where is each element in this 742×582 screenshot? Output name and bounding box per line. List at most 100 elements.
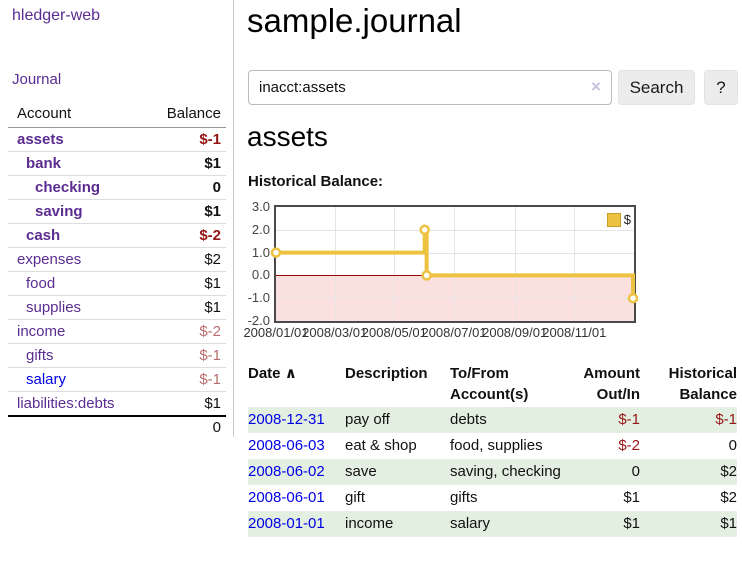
transaction-date-link[interactable]: 2008-06-02 — [248, 463, 325, 480]
transaction-description: pay off — [345, 411, 390, 428]
help-button[interactable]: ? — [704, 70, 738, 105]
nav-journal-link[interactable]: Journal — [12, 71, 62, 88]
account-balance: $-1 — [148, 127, 226, 152]
y-axis-tick: -2.0 — [247, 313, 270, 328]
account-balance: $1 — [148, 295, 226, 320]
account-link[interactable]: saving — [35, 203, 83, 220]
transaction-amount: 0 — [631, 463, 640, 480]
col-date-sortable[interactable]: Date ∧ — [248, 361, 345, 407]
transaction-row: 2008-12-31 pay off debts $-1 $-1 — [248, 407, 737, 433]
account-link[interactable]: cash — [26, 227, 61, 244]
transaction-date-link[interactable]: 2008-01-01 — [248, 515, 325, 532]
account-link[interactable]: liabilities:debts — [17, 395, 115, 412]
account-row: assets $-1 — [8, 127, 226, 152]
transaction-date-link[interactable]: 2008-12-31 — [248, 411, 325, 428]
gridline — [514, 207, 516, 321]
account-row: bank $1 — [8, 151, 226, 176]
account-balance: $-2 — [148, 319, 226, 344]
account-link[interactable]: assets — [17, 131, 64, 148]
account-row: liabilities:debts $1 — [8, 391, 226, 417]
account-link[interactable]: salary — [26, 371, 67, 388]
chart-label: Historical Balance: — [248, 173, 384, 190]
transaction-accounts: saving, checking — [450, 463, 561, 480]
col-amount: Amount Out/In — [583, 365, 640, 403]
transaction-row: 2008-06-02 save saving, checking 0 $2 — [248, 459, 737, 485]
search-button[interactable]: Search — [618, 70, 695, 105]
page-title: sample.journal — [247, 2, 462, 39]
transaction-date-link[interactable]: 2008-06-01 — [248, 489, 325, 506]
col-description: Description — [345, 365, 428, 382]
legend-label: $ — [623, 212, 631, 227]
register-header-row: Date ∧ Description To/From Account(s) Am… — [248, 361, 737, 407]
account-link[interactable]: supplies — [26, 299, 82, 316]
col-accounts: To/From Account(s) — [450, 365, 529, 403]
balance-step-line — [270, 224, 639, 304]
transaction-amount: $-1 — [618, 411, 640, 428]
account-heading: assets — [247, 121, 328, 152]
transaction-accounts: debts — [450, 411, 487, 428]
y-axis-tick: 3.0 — [251, 199, 270, 214]
transaction-accounts: salary — [450, 515, 491, 532]
transaction-balance: $2 — [720, 489, 737, 506]
legend-swatch — [606, 212, 621, 227]
account-balance: $1 — [148, 199, 226, 224]
account-row: expenses $2 — [8, 247, 226, 272]
x-axis-tick: 2008/11/01 — [542, 325, 607, 340]
sort-ascending-icon: ∧ — [284, 365, 297, 382]
account-row: food $1 — [8, 271, 226, 296]
transaction-amount: $1 — [623, 515, 640, 532]
account-balance: $-1 — [148, 367, 226, 392]
gridline — [574, 207, 576, 321]
account-balance: $1 — [148, 391, 226, 417]
accounts-total-spacer — [8, 415, 149, 438]
transaction-date-link[interactable]: 2008-06-03 — [248, 437, 325, 454]
account-link[interactable]: checking — [35, 179, 101, 196]
transaction-balance: $1 — [720, 515, 737, 532]
accounts-table: Account Balance assets $-1 bank $1 checking 0… — [8, 102, 226, 438]
account-link[interactable]: gifts — [26, 347, 54, 364]
register-table: Date ∧ Description To/From Account(s) Am… — [248, 361, 737, 537]
data-point-marker — [270, 247, 282, 258]
x-axis-tick: 2008/07/01 — [421, 325, 487, 340]
transaction-description: gift — [345, 489, 366, 506]
accounts-total-row: 0 — [8, 415, 226, 438]
transaction-accounts: food, supplies — [450, 437, 543, 454]
account-row: income $-2 — [8, 319, 226, 344]
accounts-col-account: Account — [8, 102, 149, 128]
transaction-balance: $-1 — [715, 411, 737, 428]
gridline — [334, 207, 336, 321]
x-axis-tick: 2008/05/01 — [361, 325, 427, 340]
transaction-balance: 0 — [728, 437, 737, 454]
transaction-amount: $1 — [623, 489, 640, 506]
data-point-marker — [627, 292, 639, 304]
col-date-label: Date — [248, 365, 281, 382]
y-axis-tick: -1.0 — [247, 290, 270, 306]
account-row: gifts $-1 — [8, 343, 226, 368]
account-row: cash $-2 — [8, 223, 226, 248]
brand-link[interactable]: hledger-web — [12, 7, 101, 24]
col-balance: Historical Balance — [668, 365, 737, 403]
account-link[interactable]: bank — [26, 155, 62, 172]
search-input[interactable] — [248, 70, 612, 105]
y-axis-tick: 2.0 — [251, 221, 270, 237]
transaction-description: eat & shop — [345, 437, 417, 454]
account-row: saving $1 — [8, 199, 226, 224]
transaction-row: 2008-01-01 income salary $1 $1 — [248, 511, 737, 537]
account-balance: $1 — [148, 151, 226, 176]
transaction-balance: $2 — [720, 463, 737, 480]
accounts-header-row: Account Balance — [8, 102, 226, 128]
account-row: salary $-1 — [8, 367, 226, 392]
transaction-accounts: gifts — [450, 489, 478, 506]
transaction-description: income — [345, 515, 394, 532]
gridline — [394, 207, 396, 321]
account-link[interactable]: food — [26, 275, 56, 292]
account-link[interactable]: expenses — [17, 251, 82, 268]
account-balance: $-2 — [148, 223, 226, 248]
account-link[interactable]: income — [17, 323, 66, 340]
x-axis-tick: 2008/03/01 — [302, 325, 368, 340]
chart-legend: $ — [606, 212, 631, 227]
clear-search-icon[interactable]: × — [591, 77, 601, 96]
account-row: supplies $1 — [8, 295, 226, 320]
transaction-row: 2008-06-03 eat & shop food, supplies $-2 0 — [248, 433, 737, 459]
